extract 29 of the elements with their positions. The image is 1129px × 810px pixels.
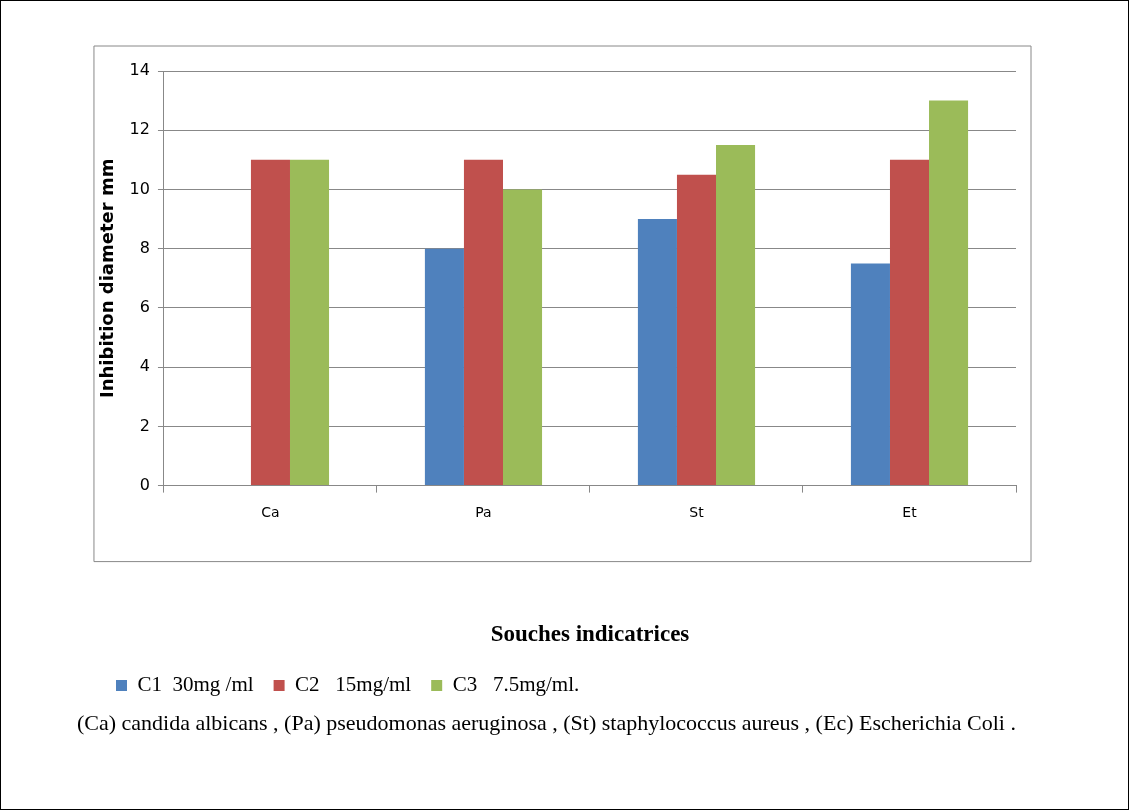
y-tick-label: 2 <box>139 415 150 435</box>
y-tick-label: 14 <box>129 60 150 80</box>
y-tick-label: 0 <box>139 474 150 494</box>
bar <box>850 263 890 486</box>
legend-label: C2 15mg/ml <box>295 672 412 697</box>
y-tick-label: 8 <box>139 237 150 257</box>
bar <box>676 174 717 486</box>
x-tick-label: Ca <box>261 503 280 520</box>
bar <box>289 159 330 486</box>
legend-label: C3 7.5mg/ml. <box>452 672 580 697</box>
bar <box>637 219 677 486</box>
bar <box>929 100 969 486</box>
y-tick-label: 6 <box>139 297 150 317</box>
y-axis-title: Inhibition diameter mm <box>96 158 118 398</box>
legend-label: C1 30mg /ml <box>137 672 254 697</box>
x-tick-label: Pa <box>475 503 492 520</box>
bar <box>503 189 543 486</box>
bar <box>250 159 290 486</box>
bar <box>889 159 930 486</box>
x-axis-title: Souches indicatrices <box>490 621 690 647</box>
x-tick-label: Et <box>902 503 918 520</box>
y-tick-label: 12 <box>129 119 150 139</box>
x-tick-label: St <box>689 503 705 520</box>
bar <box>716 145 756 486</box>
bar <box>463 159 503 486</box>
y-tick-label: 10 <box>129 178 150 198</box>
text: (Ca) candida albicans , (Pa) pseudomonas aeruginosa , (St) staphylococcus aureus , (Ec) Escherichia Coli . <box>76 709 1017 737</box>
y-tick-label: 4 <box>139 356 150 376</box>
bar <box>424 248 464 486</box>
